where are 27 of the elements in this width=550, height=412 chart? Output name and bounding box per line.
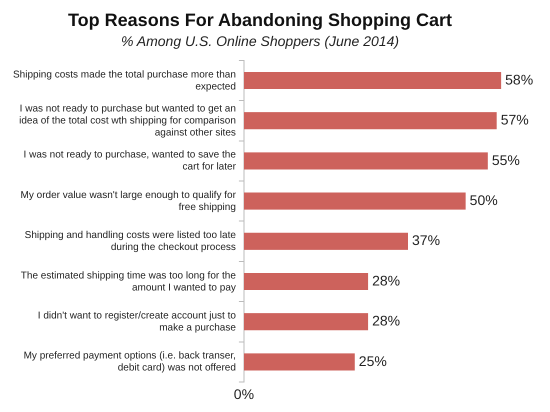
y-tick-label: The estimated shipping time was too long for the amount I wanted to pay	[20, 270, 236, 294]
bar	[244, 72, 502, 90]
data-label: 58%	[505, 71, 534, 88]
bar	[244, 232, 408, 250]
y-tick-label: I was not ready to purchase but wanted to get an idea of the total cost wth shipping for comparison against other sites	[19, 103, 236, 138]
bar	[244, 112, 497, 130]
chart-title: Top Reasons For Abandoning Shopping Cart	[68, 10, 452, 30]
bar	[244, 192, 466, 210]
bar	[244, 313, 368, 330]
data-label: 55%	[492, 152, 520, 168]
data-label: 28%	[372, 312, 400, 329]
y-tick-label: I was not ready to purchase, wanted to save the cart for later	[24, 150, 237, 173]
bar	[244, 152, 488, 170]
data-label: 57%	[500, 112, 529, 128]
data-label: 25%	[358, 352, 387, 369]
data-label: 28%	[372, 272, 400, 288]
y-tick-label: Shipping costs made the total purchase more than expected	[12, 69, 236, 92]
text: 0%	[234, 386, 254, 402]
y-tick-label: My order value wasn't large enough to qualify for free shipping	[20, 190, 237, 213]
data-label: 37%	[412, 232, 440, 248]
bar	[244, 272, 368, 290]
chart-subtitle: % Among U.S. Online Shoppers (June 2014)	[120, 32, 400, 49]
y-tick-label: Shipping and handling costs were listed too late during the checkout process	[24, 230, 236, 254]
data-label: 50%	[470, 192, 498, 208]
bar	[244, 353, 355, 370]
y-tick-label: I didn't want to register/create account just to make a purchase	[38, 310, 236, 334]
y-tick-label: My preferred payment options (i.e. back transer, debit card) was not offered	[24, 350, 236, 374]
